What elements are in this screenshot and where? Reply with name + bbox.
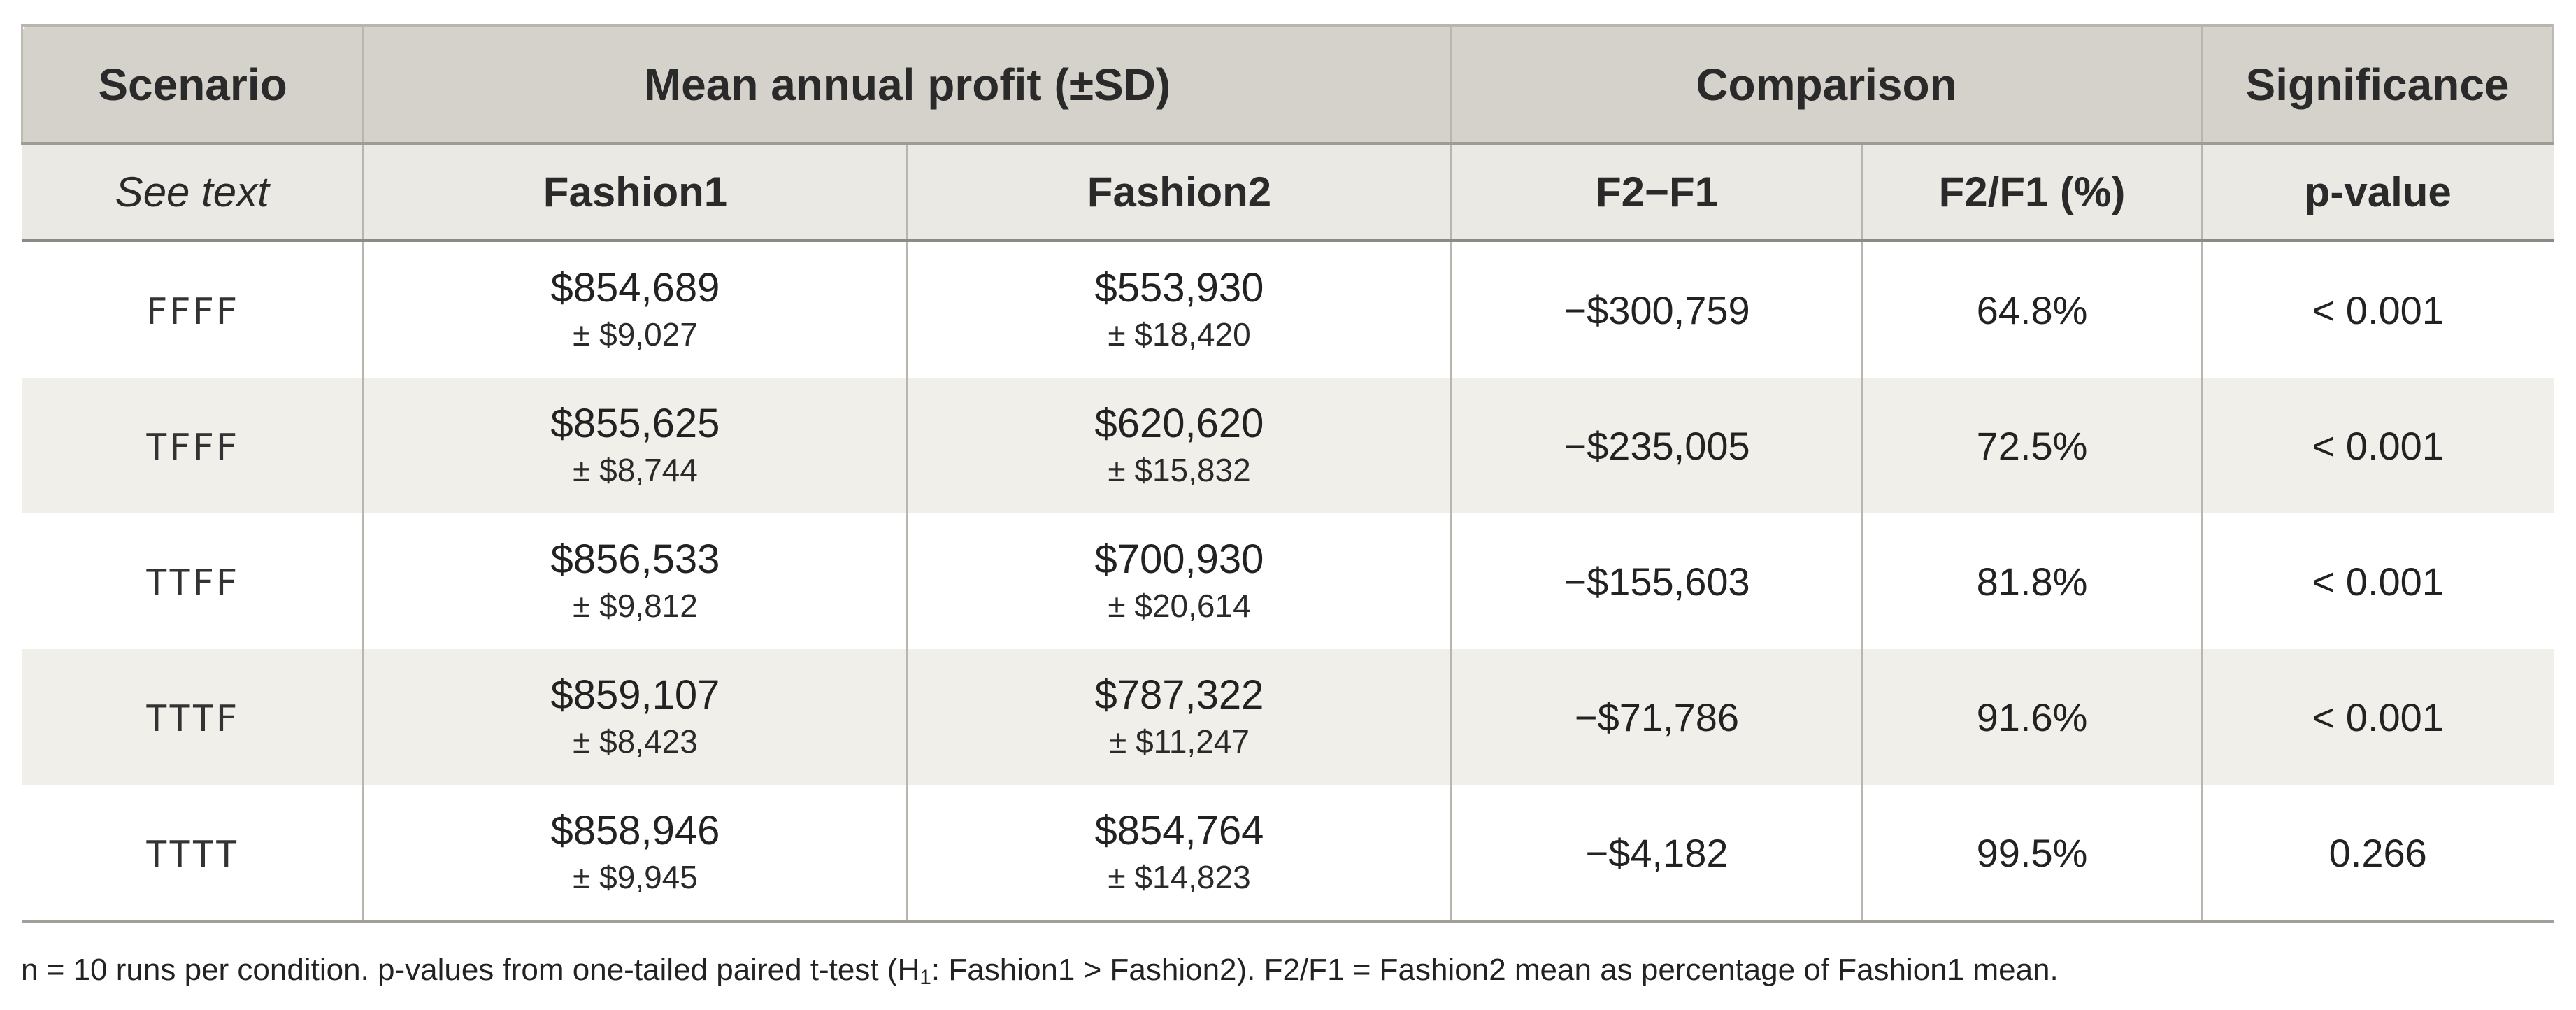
footnote-text-end: : Fashion1 > Fashion2). F2/F1 = Fashion2… [931, 953, 2059, 987]
subheader-p-value: p-value [2201, 143, 2554, 242]
ratio-cell: 72.5% [1861, 378, 2203, 513]
footnote-text-start: n = 10 runs per condition. p-values from… [21, 953, 920, 987]
fashion2-cell: $620,620 ± $15,832 [906, 378, 1452, 513]
scenario-code: TTTF [145, 697, 239, 740]
fashion2-sd: ± $20,614 [1108, 588, 1251, 624]
fashion2-mean: $620,620 [1094, 401, 1264, 446]
subheader-fashion2: Fashion2 [906, 143, 1452, 242]
scenario-cell: FFFF [22, 240, 364, 378]
p-value-cell: 0.266 [2201, 785, 2554, 923]
ratio-cell: 99.5% [1861, 785, 2203, 923]
fashion2-cell: $553,930 ± $18,420 [906, 240, 1452, 378]
scenario-cell: TTTT [22, 785, 364, 923]
scenario-cell: TTFF [22, 513, 364, 649]
fashion1-sd: ± $8,423 [573, 723, 698, 760]
results-table-container: Scenario Mean annual profit (±SD) Compar… [21, 24, 2554, 923]
p-value-cell: < 0.001 [2201, 378, 2554, 513]
sub-header-row: See text Fashion1 Fashion2 F2−F1 F2/F1 (… [22, 143, 2554, 242]
fashion1-cell: $855,625 ± $8,744 [362, 378, 908, 513]
fashion1-cell: $854,689 ± $9,027 [362, 240, 908, 378]
ratio-cell: 91.6% [1861, 649, 2203, 785]
fashion2-cell: $700,930 ± $20,614 [906, 513, 1452, 649]
scenario-cell: TFFF [22, 378, 364, 513]
fashion2-cell: $854,764 ± $14,823 [906, 785, 1452, 923]
fashion2-mean: $854,764 [1094, 808, 1264, 853]
table-footnote: n = 10 runs per condition. p-values from… [21, 953, 2059, 990]
table-row: FFFF $854,689 ± $9,027 $553,930 ± $18,420 … [22, 240, 2554, 378]
fashion2-sd: ± $11,247 [1109, 723, 1250, 760]
scenario-code: TTTT [145, 833, 239, 876]
scenario-cell: TTTF [22, 649, 364, 785]
scenario-code: TTFF [145, 562, 239, 604]
fashion1-mean: $858,946 [550, 808, 720, 853]
fashion1-mean: $859,107 [550, 672, 720, 718]
difference-cell: −$4,182 [1450, 785, 1863, 923]
subheader-f2-over-f1: F2/F1 (%) [1861, 143, 2203, 242]
subheader-see-text: See text [22, 143, 364, 242]
footnote-subscript: 1 [920, 966, 931, 989]
fashion2-mean: $553,930 [1094, 265, 1264, 311]
fashion2-sd: ± $18,420 [1108, 316, 1251, 353]
table-row: TTTF $859,107 ± $8,423 $787,322 ± $11,247 … [22, 649, 2554, 785]
fashion2-mean: $787,322 [1094, 672, 1264, 718]
fashion1-mean: $855,625 [550, 401, 720, 446]
subheader-fashion1: Fashion1 [362, 143, 908, 242]
fashion1-sd: ± $9,027 [573, 316, 698, 353]
fashion1-sd: ± $9,945 [573, 859, 698, 895]
fashion2-mean: $700,930 [1094, 536, 1264, 582]
table-row: TFFF $855,625 ± $8,744 $620,620 ± $15,832 … [22, 378, 2554, 513]
ratio-cell: 64.8% [1861, 240, 2203, 378]
results-table: Scenario Mean annual profit (±SD) Compar… [21, 24, 2554, 923]
subheader-f2-minus-f1: F2−F1 [1450, 143, 1863, 242]
fashion1-cell: $858,946 ± $9,945 [362, 785, 908, 923]
ratio-cell: 81.8% [1861, 513, 2203, 649]
scenario-code: FFFF [145, 290, 239, 333]
difference-cell: −$71,786 [1450, 649, 1863, 785]
scenario-code: TFFF [145, 426, 239, 469]
fashion1-mean: $856,533 [550, 536, 720, 582]
p-value-cell: < 0.001 [2201, 240, 2554, 378]
header-significance: Significance [2201, 24, 2554, 145]
p-value-cell: < 0.001 [2201, 513, 2554, 649]
p-value-cell: < 0.001 [2201, 649, 2554, 785]
table-row: TTTT $858,946 ± $9,945 $854,764 ± $14,823 … [22, 785, 2554, 923]
difference-cell: −$300,759 [1450, 240, 1863, 378]
table-row: TTFF $856,533 ± $9,812 $700,930 ± $20,614 … [22, 513, 2554, 649]
difference-cell: −$155,603 [1450, 513, 1863, 649]
header-scenario: Scenario [21, 24, 364, 145]
fashion2-cell: $787,322 ± $11,247 [906, 649, 1452, 785]
fashion1-cell: $856,533 ± $9,812 [362, 513, 908, 649]
difference-cell: −$235,005 [1450, 378, 1863, 513]
header-comparison: Comparison [1450, 24, 2203, 145]
fashion1-cell: $859,107 ± $8,423 [362, 649, 908, 785]
fashion1-mean: $854,689 [550, 265, 720, 311]
group-header-row: Scenario Mean annual profit (±SD) Compar… [21, 24, 2554, 145]
fashion1-sd: ± $9,812 [573, 588, 698, 624]
fashion2-sd: ± $14,823 [1108, 859, 1251, 895]
header-mean-annual-profit: Mean annual profit (±SD) [362, 24, 1452, 145]
fashion1-sd: ± $8,744 [573, 452, 698, 488]
fashion2-sd: ± $15,832 [1108, 452, 1251, 488]
